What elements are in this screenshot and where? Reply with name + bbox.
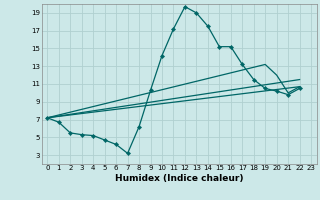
X-axis label: Humidex (Indice chaleur): Humidex (Indice chaleur) (115, 174, 244, 183)
